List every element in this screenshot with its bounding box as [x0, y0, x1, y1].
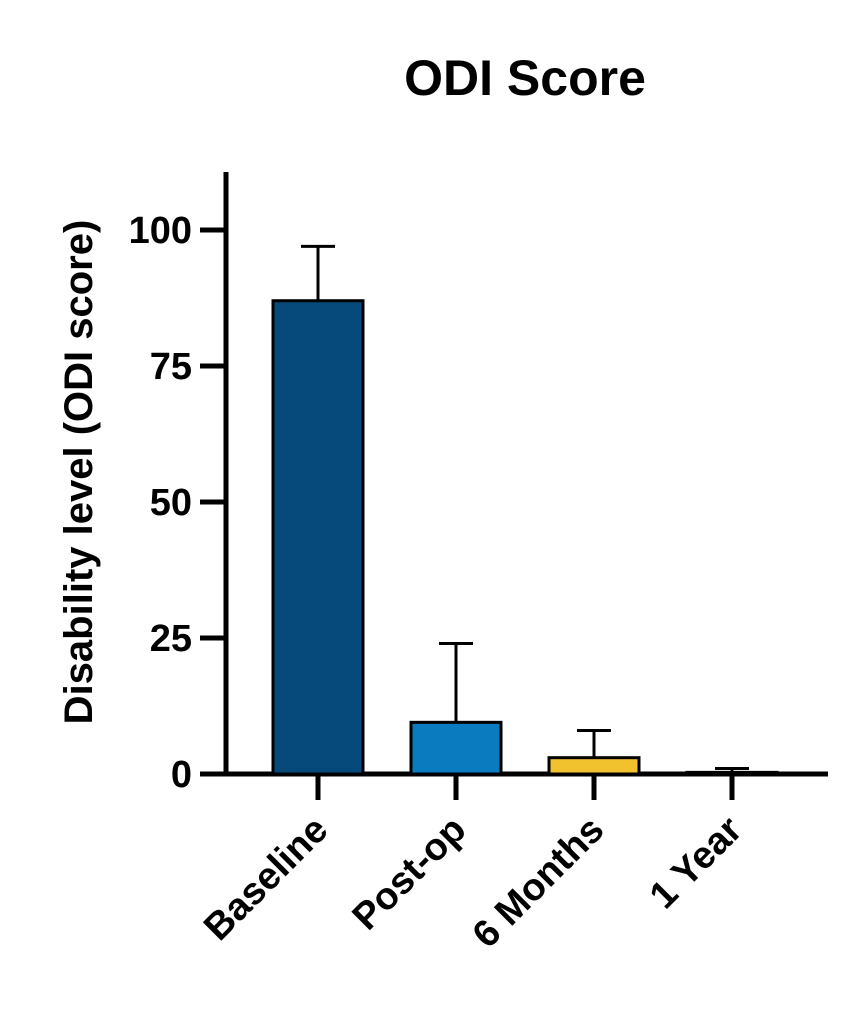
y-tick-label: 0	[171, 754, 192, 796]
x-tick-label: Post-op	[345, 809, 475, 939]
y-ticks: 0 25 50 75 100	[129, 210, 226, 796]
y-tick-label: 75	[150, 346, 192, 388]
x-ticks: Baseline Post-op6 Months 1 Year	[196, 774, 751, 957]
x-tick-label: 6 Months	[465, 809, 613, 957]
x-tick-label: 1 Year	[642, 809, 751, 918]
bar-6-months	[547, 756, 641, 776]
y-axis-label: Disability level (ODI score)	[57, 220, 101, 725]
y-tick-label: 25	[150, 618, 192, 660]
y-tick-label: 100	[129, 210, 192, 252]
chart-title: ODI Score	[404, 50, 646, 106]
bar-baseline	[271, 299, 365, 776]
bar-1-year	[685, 770, 779, 776]
error-bars	[301, 244, 749, 773]
bar-post-op	[409, 720, 503, 776]
y-tick-label: 50	[150, 482, 192, 524]
bars	[271, 299, 779, 776]
x-tick-label: Baseline	[196, 809, 336, 949]
